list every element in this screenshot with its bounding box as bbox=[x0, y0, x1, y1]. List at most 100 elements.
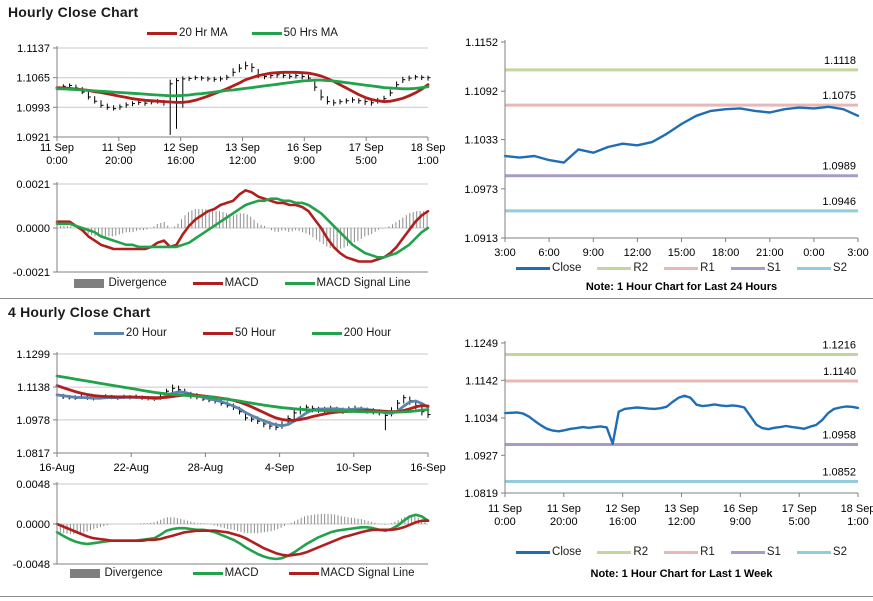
y-axis-tick-label: -0.0048 bbox=[13, 559, 50, 571]
legend-item-s2: S2 bbox=[796, 262, 847, 274]
legend-item-50-hour: 50 Hour bbox=[202, 327, 276, 339]
y-axis-tick-label: 1.0913 bbox=[464, 233, 498, 245]
bottom-divider bbox=[0, 596, 873, 597]
hourly-macd-legend: Divergence MACD MACD Signal Line bbox=[57, 277, 428, 289]
legend-item-20-hour: 20 Hour bbox=[93, 327, 167, 339]
20-hour-line-swatch-icon bbox=[93, 331, 124, 335]
legend-item-s1: S1 bbox=[730, 262, 781, 274]
50-hrs-ma-line-swatch-icon bbox=[251, 31, 282, 35]
x-axis-tick-label: 12:00 bbox=[668, 516, 696, 528]
legend-label: S2 bbox=[832, 262, 847, 274]
x-axis-tick-label: 16:00 bbox=[167, 155, 195, 167]
legend-label: 50 Hrs MA bbox=[283, 27, 338, 39]
x-axis-tick-label: 9:00 bbox=[294, 155, 315, 167]
200-hour-line-swatch-icon bbox=[311, 331, 342, 335]
x-axis-tick-label: 0:00 bbox=[803, 247, 824, 259]
50-hour-line-swatch-icon bbox=[202, 331, 233, 335]
week-pivot-legend: Close R2 R1 S1 S2 bbox=[505, 546, 858, 558]
y-axis-tick-label: 1.1299 bbox=[16, 349, 50, 361]
week-chart-note: Note: 1 Hour Chart for Last 1 Week bbox=[590, 568, 773, 580]
legend-item-macd-signal-line: MACD Signal Line bbox=[284, 277, 411, 289]
legend-item-divergence: Divergence bbox=[74, 277, 167, 289]
legend-label: S1 bbox=[766, 262, 781, 274]
y-axis-tick-label: 1.0973 bbox=[464, 184, 498, 196]
close-line-swatch-icon bbox=[516, 550, 551, 554]
r1-line-swatch-icon bbox=[664, 550, 699, 554]
legend-item-r2: R2 bbox=[597, 262, 648, 274]
level-label-r2: 1.1216 bbox=[822, 340, 856, 352]
x-axis-tick-label: 17 Sep bbox=[349, 142, 384, 154]
legend-label: MACD Signal Line bbox=[320, 567, 415, 579]
legend-item-r1: R1 bbox=[664, 262, 715, 274]
x-axis-tick-label: 0:00 bbox=[46, 155, 67, 167]
x-axis-tick-label: 13 Sep bbox=[225, 142, 260, 154]
x-axis-tick-label: 11 Sep bbox=[102, 142, 136, 154]
day-chart-note: Note: 1 Hour Chart for Last 24 Hours bbox=[585, 281, 778, 293]
y-axis-tick-label: 1.1142 bbox=[465, 375, 498, 387]
legend-item-r2: R2 bbox=[597, 546, 648, 558]
legend-item-r1: R1 bbox=[664, 546, 715, 558]
x-axis-tick-label: 9:00 bbox=[583, 247, 604, 259]
r1-line-swatch-icon bbox=[664, 266, 699, 270]
x-axis-tick-label: 18 Sep bbox=[841, 503, 873, 515]
x-axis-tick-label: 28-Aug bbox=[188, 462, 223, 474]
hourly-ma-legend: 20 Hr MA 50 Hrs MA bbox=[57, 27, 428, 39]
x-axis-tick-label: 5:00 bbox=[355, 155, 376, 167]
s2-line-swatch-icon bbox=[796, 266, 831, 270]
legend-label: Close bbox=[552, 262, 582, 274]
divergence-swatch-icon bbox=[70, 568, 101, 578]
x-axis-tick-label: 18 Sep bbox=[411, 142, 446, 154]
level-label-s2: 1.0946 bbox=[822, 196, 856, 208]
legend-item-s1: S1 bbox=[730, 546, 781, 558]
legend-label: S2 bbox=[832, 546, 847, 558]
x-axis-tick-label: 3:00 bbox=[494, 247, 515, 259]
legend-label: R1 bbox=[700, 546, 715, 558]
macd-signal-line-line-swatch-icon bbox=[288, 571, 319, 575]
x-axis-tick-label: 12:00 bbox=[229, 155, 257, 167]
x-axis-tick-label: 20:00 bbox=[105, 155, 133, 167]
day-pivot-legend: Close R2 R1 S1 S2 bbox=[505, 262, 858, 274]
y-axis-tick-label: 1.1137 bbox=[17, 43, 50, 55]
legend-item-20-hr-ma: 20 Hr MA bbox=[147, 27, 228, 39]
legend-label: MACD bbox=[224, 567, 259, 579]
legend-label: R2 bbox=[633, 546, 649, 558]
x-axis-tick-label: 12:00 bbox=[624, 247, 652, 259]
hourly-macd-chart: 0.0021 0.0000 -0.0021 bbox=[13, 179, 430, 279]
legend-label: Divergence bbox=[108, 277, 167, 289]
y-axis-tick-label: 0.0000 bbox=[16, 223, 50, 235]
r2-line-swatch-icon bbox=[597, 266, 632, 270]
section-divider bbox=[0, 298, 873, 299]
x-axis-tick-label: 12 Sep bbox=[605, 503, 640, 515]
20-hr-ma-line-swatch-icon bbox=[147, 31, 178, 35]
legend-label: 20 Hr MA bbox=[179, 27, 228, 39]
level-label-r1: 1.1075 bbox=[822, 90, 856, 102]
y-axis-tick-label: 1.0819 bbox=[464, 488, 498, 500]
legend-label: 200 Hour bbox=[343, 327, 392, 339]
legend-item-s2: S2 bbox=[796, 546, 847, 558]
x-axis-tick-label: 9:00 bbox=[730, 516, 751, 528]
y-axis-tick-label: 1.1152 bbox=[465, 37, 498, 49]
legend-label: 20 Hour bbox=[125, 327, 167, 339]
x-axis-tick-label: 4-Sep bbox=[265, 462, 294, 474]
legend-label: S1 bbox=[766, 546, 781, 558]
y-axis-tick-label: 0.0021 bbox=[16, 179, 50, 191]
x-axis-tick-label: 15:00 bbox=[668, 247, 696, 259]
x-axis-tick-label: 20:00 bbox=[550, 516, 578, 528]
four-hourly-macd-legend: Divergence MACD MACD Signal Line bbox=[57, 567, 428, 579]
y-axis-tick-label: 1.0978 bbox=[16, 415, 50, 427]
close-line-swatch-icon bbox=[516, 266, 551, 270]
legend-item-close: Close bbox=[516, 262, 581, 274]
y-axis-tick-label: 1.1138 bbox=[17, 382, 50, 394]
y-axis-tick-label: 1.1249 bbox=[464, 338, 498, 350]
s1-line-swatch-icon bbox=[730, 266, 765, 270]
x-axis-tick-label: 16-Sep bbox=[410, 462, 445, 474]
y-axis-tick-label: 1.1092 bbox=[464, 86, 498, 98]
four-hourly-ma-legend: 20 Hour 50 Hour 200 Hour bbox=[57, 327, 428, 339]
y-axis-tick-label: -0.0021 bbox=[13, 267, 50, 279]
legend-item-50-hrs-ma: 50 Hrs MA bbox=[251, 27, 338, 39]
x-axis-tick-label: 18:00 bbox=[712, 247, 740, 259]
legend-label: Close bbox=[552, 546, 582, 558]
x-axis-tick-label: 5:00 bbox=[788, 516, 809, 528]
four-hourly-chart-title: 4 Hourly Close Chart bbox=[8, 304, 151, 320]
